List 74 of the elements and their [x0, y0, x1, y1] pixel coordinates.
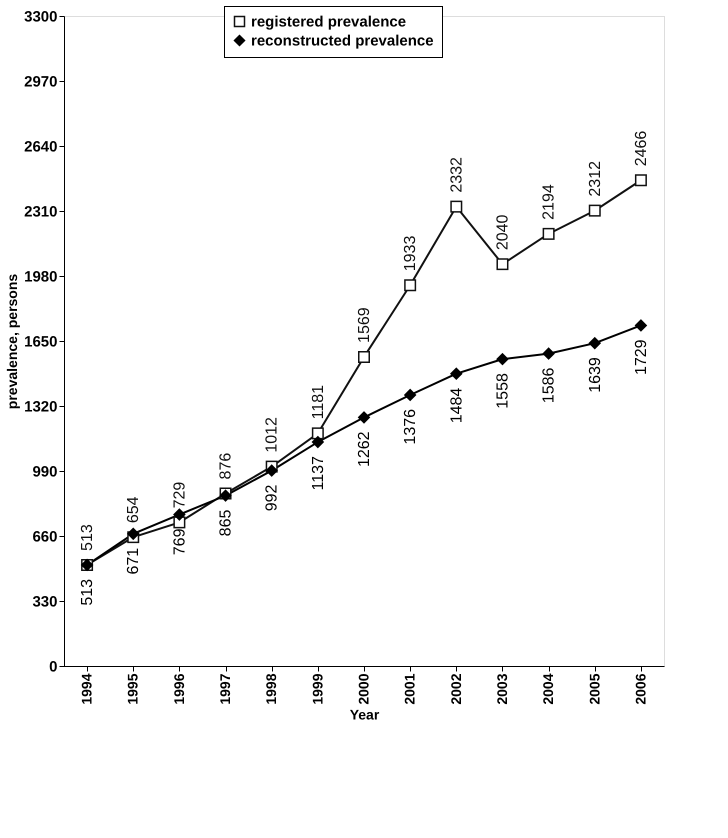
data-label: 1181 — [310, 384, 327, 420]
point — [542, 228, 555, 240]
legend-label: registered prevalence — [251, 14, 406, 30]
data-label: 1558 — [494, 373, 512, 409]
point — [496, 353, 508, 366]
data-label: 654 — [125, 496, 142, 524]
point — [173, 508, 186, 521]
data-label: 769 — [171, 528, 188, 556]
data-label: 1376 — [402, 408, 420, 445]
point — [496, 258, 508, 270]
x-tick-label: 1995 — [124, 673, 141, 705]
data-label: 2466 — [632, 130, 650, 166]
point — [312, 436, 324, 448]
point — [588, 204, 601, 217]
x-tick-label: 1996 — [170, 673, 187, 705]
y-tick-label: 1650 — [24, 334, 58, 350]
data-label: 1586 — [540, 368, 558, 404]
data-label: 1729 — [632, 339, 650, 376]
data-label: 513 — [79, 524, 96, 551]
point — [634, 319, 647, 332]
data-label: 1262 — [356, 431, 373, 468]
data-label: 1569 — [356, 307, 373, 343]
data-label: 876 — [218, 452, 235, 480]
y-tick-label: 0 — [49, 658, 58, 676]
x-axis-title: Year — [350, 706, 380, 723]
point — [358, 350, 370, 363]
data-label: 1137 — [310, 456, 327, 490]
data-label: 671 — [125, 548, 142, 575]
data-label: 513 — [79, 578, 96, 606]
point — [312, 427, 324, 440]
x-tick-label: 2000 — [356, 673, 372, 705]
data-label: 992 — [264, 484, 281, 512]
point — [404, 279, 416, 292]
x-tick-label: 2004 — [540, 673, 556, 705]
x-tick-label: 1994 — [78, 673, 95, 705]
legend-label: reconstructed prevalence — [251, 32, 434, 50]
data-label: 2040 — [494, 214, 512, 250]
y-tick-label: 1320 — [24, 398, 58, 416]
x-tick-label: 1999 — [309, 673, 326, 705]
point — [450, 368, 462, 380]
data-label: 1933 — [402, 236, 420, 272]
point — [127, 528, 140, 540]
point — [404, 388, 416, 401]
x-tick-label: 2002 — [448, 673, 464, 705]
point — [634, 174, 647, 186]
point — [266, 464, 278, 477]
point — [450, 200, 462, 213]
y-tick-label: 1980 — [24, 268, 58, 286]
y-axis-title: prevalence, persons — [4, 274, 20, 410]
x-tick-label: 2001 — [402, 673, 418, 705]
point — [588, 337, 601, 350]
x-tick-label: 2005 — [586, 673, 602, 705]
data-label: 1639 — [586, 357, 604, 393]
point — [542, 348, 555, 360]
point — [358, 411, 370, 424]
y-tick-label: 990 — [32, 464, 58, 480]
y-tick-label: 3300 — [24, 8, 58, 26]
y-tick-label: 2970 — [24, 74, 58, 90]
data-label: 1012 — [264, 416, 281, 453]
x-tick-label: 1998 — [263, 673, 280, 705]
x-tick-label: 1997 — [217, 673, 234, 705]
y-tick-label: 2310 — [24, 204, 58, 220]
data-label: 865 — [218, 510, 235, 536]
point — [220, 490, 232, 502]
x-tick-label: 2003 — [494, 673, 510, 705]
data-label: 729 — [171, 482, 188, 508]
data-label: 2194 — [540, 184, 558, 220]
y-tick-label: 330 — [32, 594, 58, 610]
data-label: 2332 — [448, 156, 466, 193]
y-tick-label: 660 — [32, 528, 58, 546]
y-tick-label: 2640 — [24, 138, 58, 156]
data-label: 1484 — [448, 388, 466, 424]
x-tick-label: 2006 — [632, 673, 648, 705]
data-label: 2312 — [586, 160, 604, 197]
